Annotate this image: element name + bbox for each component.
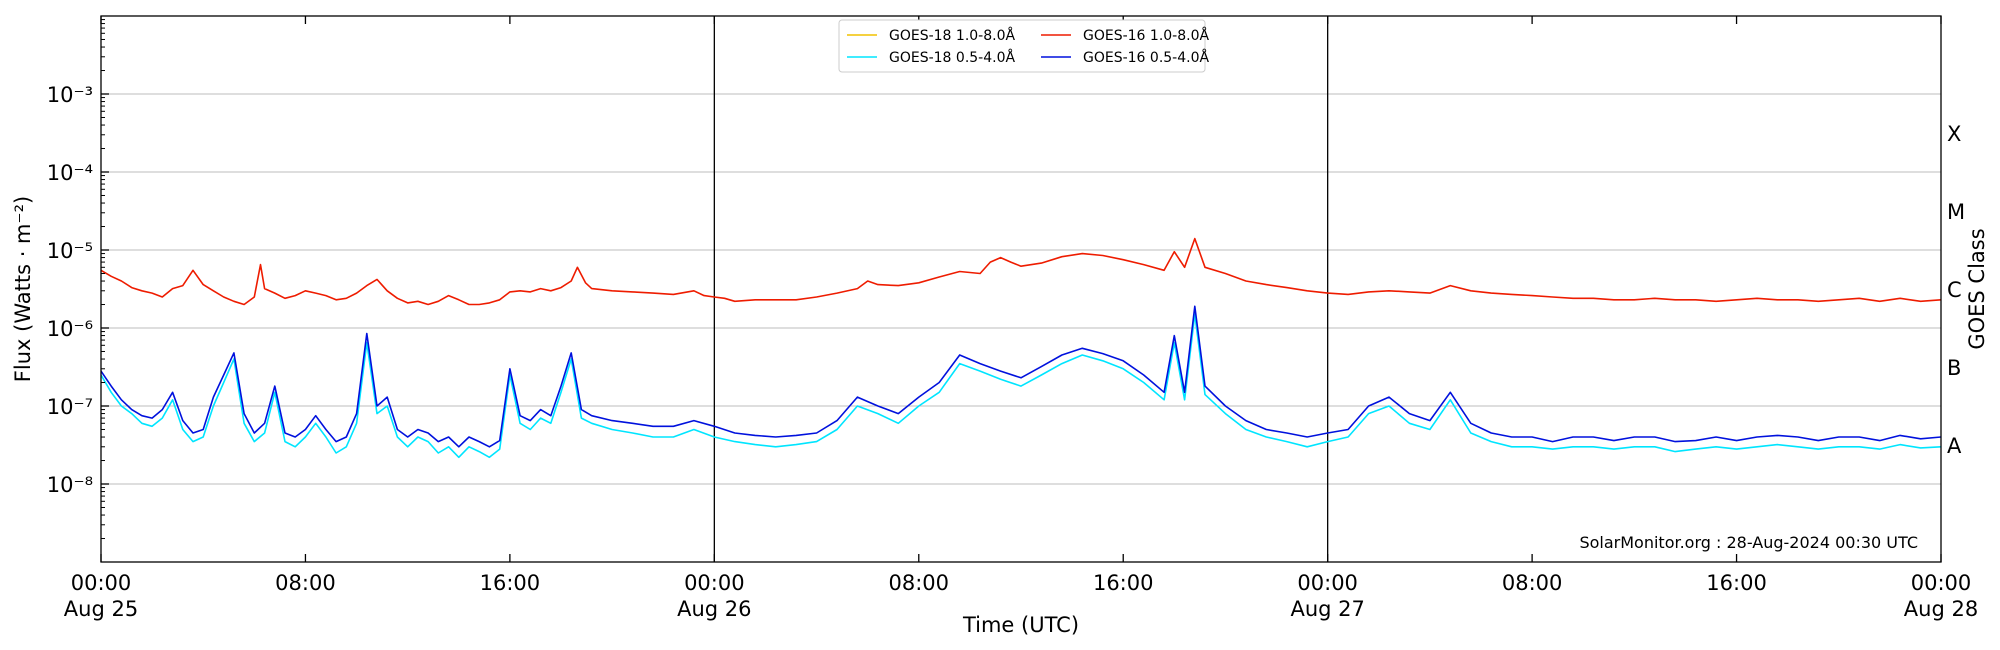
x-tick-label: 00:00	[684, 571, 745, 595]
goes-class-label: B	[1947, 356, 1961, 380]
series-line-3	[101, 305, 1941, 448]
x-tick-label: 16:00	[480, 571, 541, 595]
legend-entry: GOES-18 1.0-8.0Å	[889, 27, 1015, 44]
x-tick-label: 16:00	[1706, 571, 1767, 595]
x-tick-sublabel: Aug 26	[677, 597, 751, 621]
y-tick-label: 10⁻⁴	[47, 161, 93, 185]
x-tick-label: 08:00	[1502, 571, 1563, 595]
credit-text: SolarMonitor.org : 28-Aug-2024 00:30 UTC	[1579, 533, 1918, 552]
y-tick-label: 10⁻⁶	[47, 317, 93, 341]
goes-class-label: M	[1947, 200, 1965, 224]
plot-frame	[100, 15, 1942, 563]
x-tick-sublabel: Aug 25	[64, 597, 138, 621]
x-tick-label: 08:00	[889, 571, 950, 595]
y-tick-label: 10⁻⁸	[47, 473, 93, 497]
x-tick-label: 16:00	[1093, 571, 1154, 595]
y-tick-label: 10⁻⁷	[47, 395, 93, 419]
x-tick-label: 00:00	[71, 571, 132, 595]
series-lines	[101, 237, 1941, 459]
goes-class-axis-label: GOES Class	[1965, 228, 1989, 349]
day-boundary-lines	[713, 16, 1329, 562]
goes-class-labels: A B C M X	[1947, 122, 1965, 458]
legend: GOES-18 1.0-8.0Å GOES-18 0.5-4.0Å GOES-16 …	[838, 19, 1209, 73]
x-axis-label: Time (UTC)	[962, 613, 1079, 637]
legend-box	[838, 19, 1206, 73]
y-tick-label: 10⁻⁵	[47, 239, 93, 263]
x-tick-label: 00:00	[1911, 571, 1972, 595]
x-tick-label: 08:00	[275, 571, 336, 595]
y-tick-label: 10⁻³	[47, 83, 93, 107]
legend-entry: GOES-16 1.0-8.0Å	[1083, 27, 1209, 44]
x-tick-sublabel: Aug 28	[1904, 597, 1978, 621]
series-line-1	[101, 237, 1941, 306]
legend-entry: GOES-18 0.5-4.0Å	[889, 49, 1015, 66]
series-line-2	[101, 313, 1941, 459]
legend-entry: GOES-16 0.5-4.0Å	[1083, 49, 1209, 66]
goes-class-label: A	[1947, 434, 1962, 458]
x-tick-label: 00:00	[1297, 571, 1358, 595]
y-axis-ticks: 10⁻⁸ 10⁻⁷ 10⁻⁶ 10⁻⁵ 10⁻⁴ 10⁻³	[47, 19, 109, 540]
goes-class-label: X	[1947, 122, 1961, 146]
y-axis-label: Flux (Watts · m⁻²)	[11, 196, 35, 382]
goes-class-label: C	[1947, 278, 1962, 302]
horizontal-grid	[101, 93, 1941, 485]
x-tick-sublabel: Aug 27	[1290, 597, 1364, 621]
